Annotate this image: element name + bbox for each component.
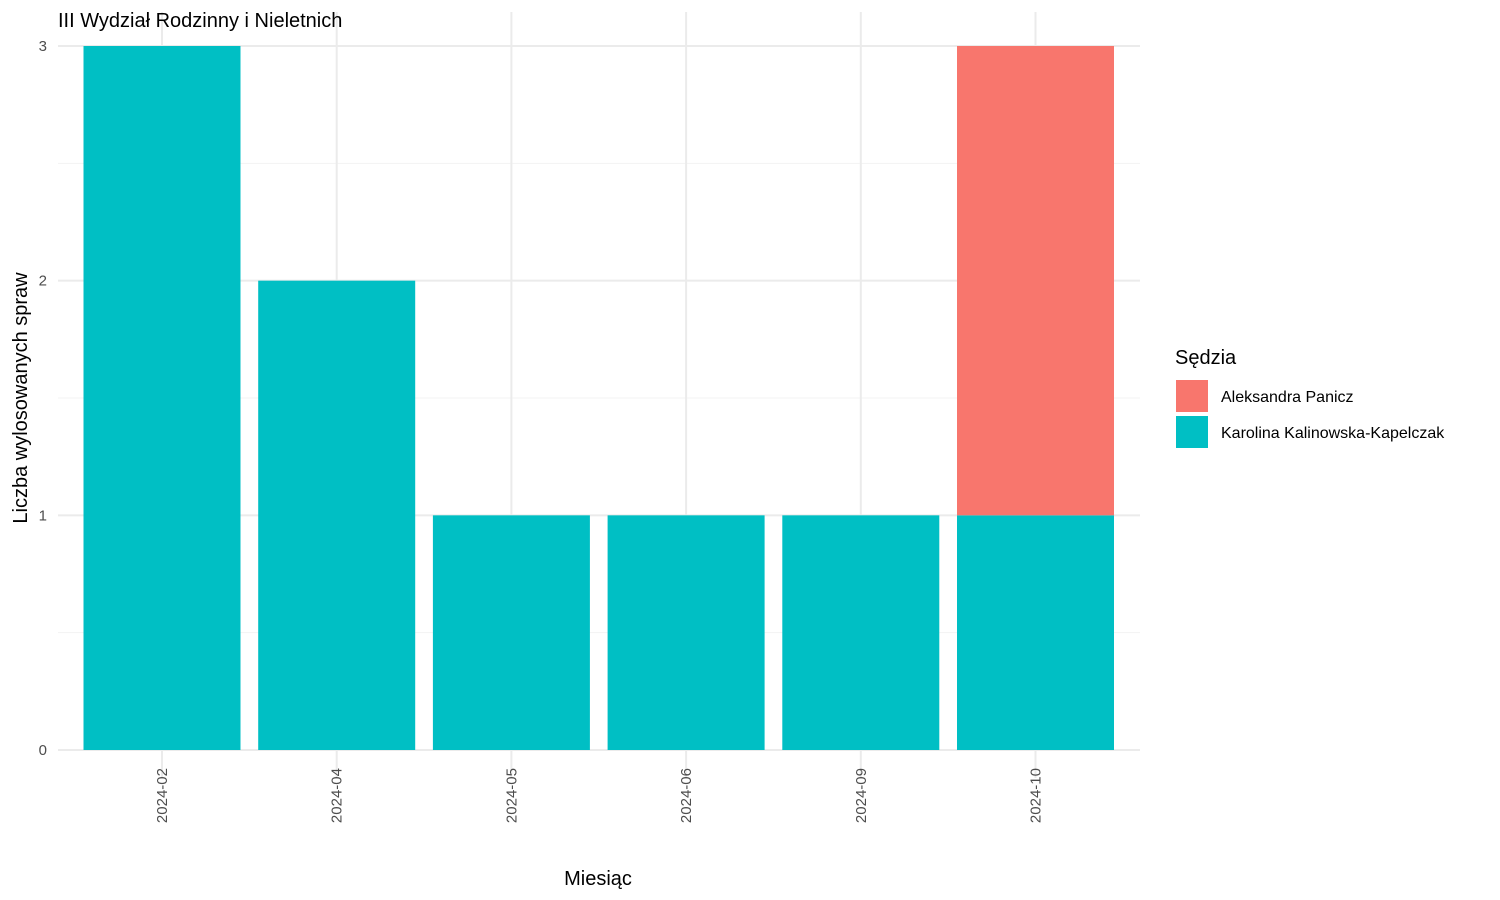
bar bbox=[782, 515, 940, 750]
legend-label: Aleksandra Panicz bbox=[1221, 389, 1354, 406]
x-tick-label: 2024-10 bbox=[1028, 768, 1045, 823]
legend-title: Sędzia bbox=[1175, 347, 1237, 369]
y-tick-label: 3 bbox=[39, 38, 47, 55]
bar bbox=[432, 515, 590, 750]
y-tick-label: 0 bbox=[39, 742, 47, 759]
bar bbox=[258, 280, 416, 750]
legend-label: Karolina Kalinowska-Kapelczak bbox=[1221, 425, 1445, 442]
x-axis-ticks: 2024-02 2024-04 2024-05 2024-06 2024-09 2024-… bbox=[154, 768, 1045, 823]
x-axis-title: Miesiąc bbox=[564, 868, 632, 890]
x-tick-label: 2024-06 bbox=[678, 768, 695, 823]
x-tick-label: 2024-05 bbox=[503, 768, 520, 823]
x-tick-label: 2024-09 bbox=[853, 768, 870, 823]
legend-key bbox=[1176, 416, 1208, 448]
y-axis-ticks: 0 1 2 3 bbox=[39, 38, 47, 759]
y-axis-title: Liczba wylosowanych spraw bbox=[10, 272, 32, 524]
bar bbox=[957, 46, 1114, 516]
y-tick-label: 2 bbox=[39, 273, 47, 290]
bar bbox=[607, 515, 765, 750]
x-tick-label: 2024-02 bbox=[154, 768, 171, 823]
legend-key bbox=[1176, 380, 1208, 412]
y-tick-label: 1 bbox=[39, 507, 47, 524]
bar bbox=[957, 515, 1114, 750]
bars bbox=[83, 46, 1114, 750]
chart-title: III Wydział Rodzinny i Nieletnich bbox=[58, 10, 342, 32]
bar bbox=[83, 46, 241, 750]
legend: Sędzia Aleksandra Panicz Karolina Kalinow… bbox=[1175, 347, 1445, 448]
x-tick-label: 2024-04 bbox=[329, 768, 346, 823]
